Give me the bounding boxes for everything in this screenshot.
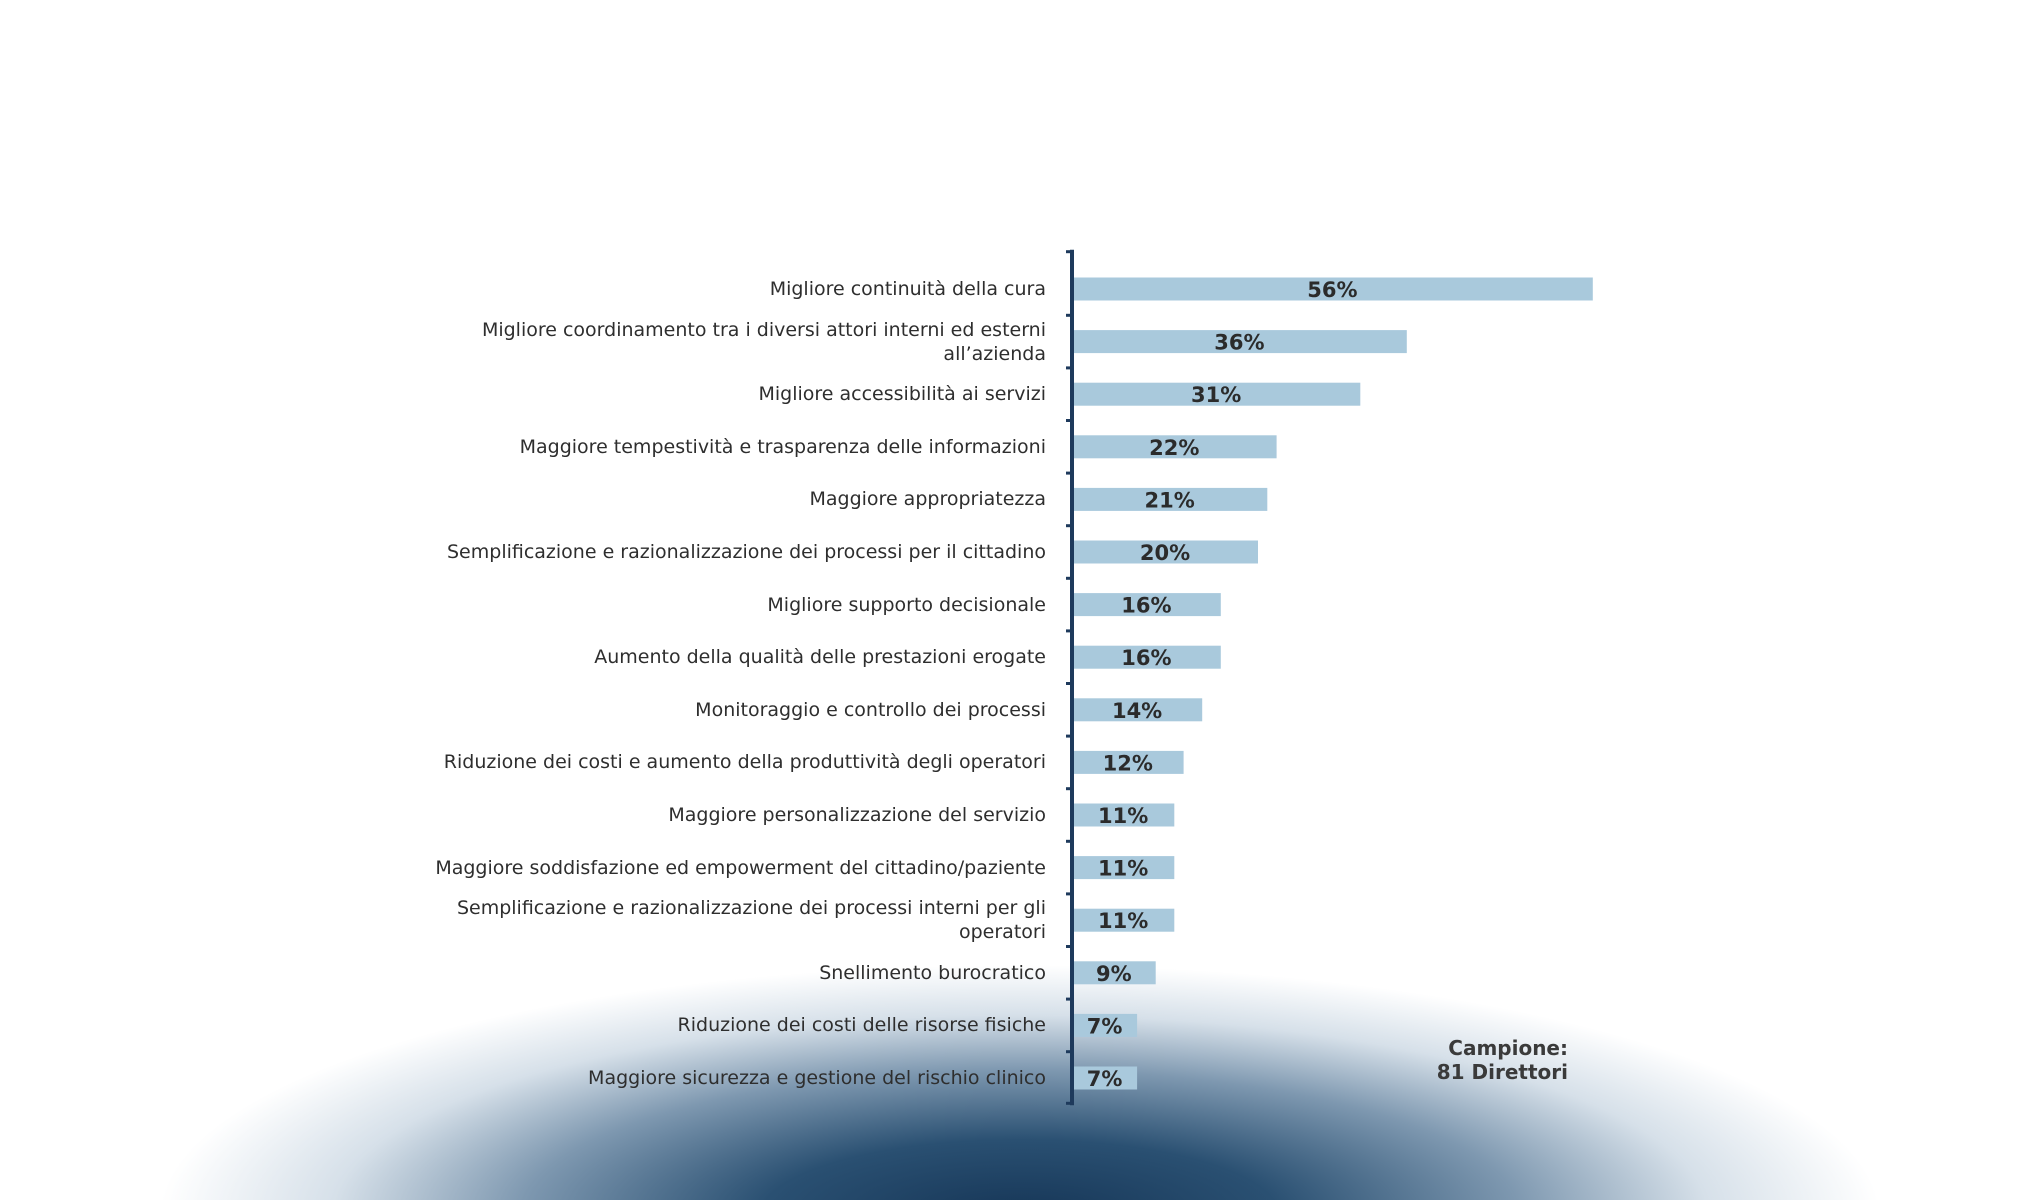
category-label: Semplificazione e razionalizzazione dei … (456, 897, 1046, 944)
category-label: Semplificazione e razionalizzazione dei … (447, 541, 1046, 563)
bars-group (1072, 277, 1593, 1090)
bar (1072, 645, 1221, 669)
bar-value-label: 12% (1103, 751, 1153, 775)
category-label: Migliore supporto decisionale (767, 593, 1046, 616)
bar-value-label: 9% (1096, 962, 1132, 986)
bar (1072, 540, 1258, 564)
bar (1072, 750, 1184, 774)
category-label: Monitoraggio e controllo dei processi (695, 698, 1046, 721)
category-label: Snellimento burocratico (819, 961, 1046, 984)
category-label: Maggiore sicurezza e gestione del rischi… (588, 1067, 1046, 1089)
bar-value-label: 7% (1087, 1014, 1123, 1038)
bar (1072, 1066, 1138, 1090)
bar-value-label: 22% (1149, 436, 1199, 460)
bar (1072, 961, 1156, 985)
category-label: Migliore coordinamento tra i diversi att… (481, 318, 1046, 365)
category-label: Riduzione dei costi delle risorse fisich… (677, 1014, 1046, 1037)
bar-value-label: 36% (1214, 331, 1264, 355)
bar-value-label: 11% (1098, 804, 1148, 828)
bar-value-label: 16% (1121, 646, 1171, 670)
bar-value-label: 31% (1191, 383, 1241, 407)
value-labels-group: 56% 36% 31% 22% 21% 20% 16% 16% 14% 12% 11% 11% 11% 9… (1087, 278, 1358, 1091)
bar (1072, 593, 1221, 617)
category-label: Migliore accessibilità ai servizi (758, 383, 1046, 406)
category-label: Maggiore personalizzazione del servizio (668, 804, 1046, 826)
sample-note-line1: Campione: (1448, 1036, 1568, 1060)
bar (1072, 382, 1361, 406)
category-label: Riduzione dei costi e aumento della prod… (443, 751, 1046, 774)
bar (1072, 803, 1175, 827)
bar (1072, 330, 1407, 354)
category-label: Maggiore tempestività e trasparenza dell… (519, 435, 1046, 458)
bar-value-label: 20% (1140, 541, 1190, 565)
sample-note-line2: 81 Direttori (1436, 1060, 1568, 1084)
category-label: Aumento della qualità delle prestazioni … (594, 646, 1046, 669)
bar (1072, 487, 1268, 511)
bar (1072, 277, 1593, 301)
category-axis (1066, 249, 1074, 1106)
bar-value-label: 11% (1098, 909, 1148, 933)
bar (1072, 1013, 1138, 1037)
bar (1072, 908, 1175, 932)
bar (1072, 698, 1203, 722)
bar (1072, 435, 1277, 459)
bar (1072, 856, 1175, 880)
bar-value-label: 21% (1145, 488, 1195, 512)
bar-value-label: 7% (1087, 1067, 1123, 1091)
bar-value-label: 11% (1098, 857, 1148, 881)
category-label: Maggiore soddisfazione ed empowerment de… (435, 856, 1046, 879)
bar-value-label: 14% (1112, 699, 1162, 723)
bar-value-label: 16% (1121, 594, 1171, 618)
sample-note: Campione: 81 Direttori (1400, 1036, 1568, 1084)
category-label: Maggiore appropriatezza (809, 488, 1047, 511)
bar-value-label: 56% (1307, 278, 1357, 302)
category-label: Migliore continuità della cura (769, 278, 1046, 300)
